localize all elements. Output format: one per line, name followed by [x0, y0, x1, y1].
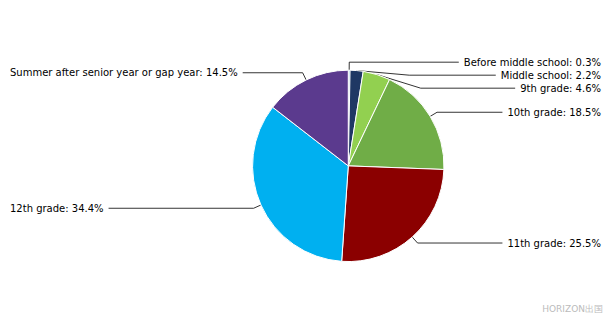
svg-text:Before middle school: 0.3%: Before middle school: 0.3%	[464, 57, 601, 68]
svg-text:HORIZON出国: HORIZON出国	[542, 304, 603, 314]
svg-text:9th grade: 4.6%: 9th grade: 4.6%	[520, 83, 601, 94]
svg-text:10th grade: 18.5%: 10th grade: 18.5%	[507, 107, 601, 118]
svg-text:11th grade: 25.5%: 11th grade: 25.5%	[507, 238, 601, 249]
svg-text:Summer after senior year or ga: Summer after senior year or gap year: 14…	[10, 67, 238, 78]
svg-text:Middle school: 2.2%: Middle school: 2.2%	[501, 70, 601, 81]
svg-text:12th grade: 34.4%: 12th grade: 34.4%	[10, 203, 104, 214]
